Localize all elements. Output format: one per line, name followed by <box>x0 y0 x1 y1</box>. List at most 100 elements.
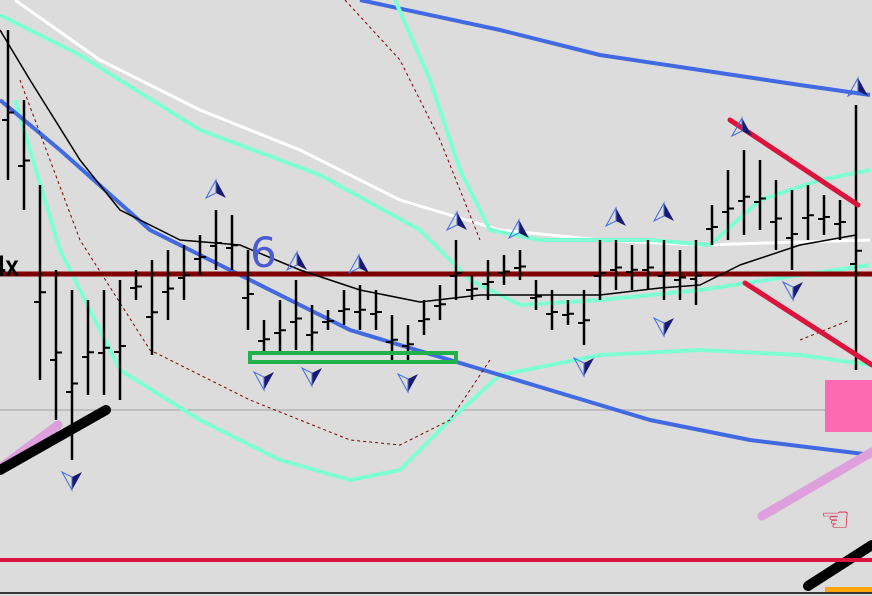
black-trendline <box>803 540 872 591</box>
crimson-trendline <box>727 117 861 208</box>
ohlc-bar <box>802 185 814 240</box>
up-arrow-icon <box>858 78 868 96</box>
ohlc-bar <box>2 30 14 180</box>
ohlc-bar <box>562 300 574 325</box>
black-ma-line <box>0 29 857 303</box>
aqua-band-line <box>393 0 871 247</box>
ohlc-bar <box>114 280 126 400</box>
crimson-trendline <box>742 280 872 368</box>
pink-trendline <box>757 447 872 521</box>
down-arrow-icon <box>60 470 73 492</box>
ohlc-bar <box>546 290 558 330</box>
ohlc-bar <box>722 170 734 240</box>
ohlc-bar <box>530 280 542 310</box>
up-arrow-icon <box>507 218 520 240</box>
pink-zone-rect <box>825 380 872 432</box>
up-arrow-icon <box>204 178 217 200</box>
maroon-dashed-line <box>344 0 481 241</box>
up-arrow-icon <box>216 180 226 198</box>
down-arrow-icon <box>72 472 82 490</box>
aqua-band-line <box>13 99 871 482</box>
ohlc-bar <box>274 300 286 355</box>
down-arrow-icon <box>396 372 409 394</box>
ohlc-bar <box>594 240 606 300</box>
ohlc-bar <box>514 250 526 280</box>
down-arrow-icon <box>572 356 585 378</box>
up-arrow-icon <box>604 206 617 228</box>
ohlc-bar <box>242 250 254 330</box>
ohlc-bar <box>98 290 110 395</box>
up-arrow-icon <box>664 203 674 221</box>
ohlc-bar <box>226 215 238 270</box>
ohlc-bar <box>338 290 350 325</box>
ohlc-bar <box>354 285 366 330</box>
up-arrow-icon <box>297 252 307 270</box>
ohlc-bar <box>482 260 494 300</box>
down-arrow-icon <box>264 372 274 390</box>
ohlc-bar <box>194 235 206 275</box>
green-zone-rect <box>248 351 458 364</box>
down-arrow-icon <box>300 366 313 388</box>
up-arrow-icon <box>616 208 626 226</box>
ohlc-bar <box>162 250 174 320</box>
ohlc-bar <box>466 275 478 300</box>
pointing-hand-icon: ☜ <box>820 501 851 539</box>
ohlc-bar <box>290 280 302 350</box>
blue-upper-line <box>359 0 871 97</box>
ohlc-bar <box>818 195 830 235</box>
ohlc-bar <box>178 245 190 300</box>
up-arrow-icon <box>445 210 458 232</box>
ohlc-bar <box>610 240 622 290</box>
ohlc-bar <box>626 245 638 290</box>
multiplier-label: 4x <box>0 250 19 283</box>
down-arrow-icon <box>408 374 418 392</box>
up-arrow-icon <box>519 220 529 238</box>
ohlc-bar <box>850 105 862 370</box>
ohlc-bar <box>18 100 30 210</box>
down-arrow-icon <box>252 370 265 392</box>
up-arrow-icon <box>347 253 360 275</box>
ohlc-bar <box>706 205 718 245</box>
up-arrow-icon <box>846 76 859 98</box>
ohlc-bar <box>130 270 142 300</box>
up-arrow-icon <box>652 201 665 223</box>
up-arrow-icon <box>457 212 467 230</box>
down-arrow-icon <box>664 318 674 336</box>
ohlc-bar <box>418 300 430 335</box>
ohlc-bar <box>674 250 686 300</box>
ohlc-bar <box>690 240 702 305</box>
black-trendline <box>0 405 111 475</box>
ohlc-bar <box>370 290 382 330</box>
down-arrow-icon <box>584 358 594 376</box>
up-arrow-icon <box>730 116 743 138</box>
down-arrow-icon <box>652 316 665 338</box>
ohlc-bar <box>34 185 46 380</box>
down-arrow-icon <box>312 368 322 386</box>
aqua-band-line <box>0 13 871 307</box>
ohlc-bar <box>658 240 670 300</box>
ohlc-bar <box>754 160 766 230</box>
up-arrow-icon <box>742 118 752 136</box>
ohlc-bar <box>322 310 334 330</box>
ohlc-bar <box>834 200 846 240</box>
ohlc-bar <box>82 300 94 395</box>
ohlc-bar <box>498 255 510 285</box>
ohlc-bar <box>770 180 782 250</box>
ohlc-bar <box>146 260 158 355</box>
ohlc-bar <box>578 290 590 345</box>
orange-marker <box>825 587 872 592</box>
up-arrow-icon <box>359 255 369 273</box>
maroon-dashed-line <box>19 79 491 446</box>
ohlc-bar <box>450 240 462 300</box>
maroon-dashed-line <box>799 319 851 341</box>
ohlc-bar <box>306 305 318 355</box>
ohlc-bar <box>786 190 798 270</box>
blue-lower-line <box>0 98 872 457</box>
ohlc-bar <box>642 240 654 290</box>
ohlc-bar <box>50 270 62 420</box>
ohlc-bar <box>434 285 446 320</box>
ohlc-bar <box>738 150 750 235</box>
wave-label: 6 <box>250 228 277 277</box>
